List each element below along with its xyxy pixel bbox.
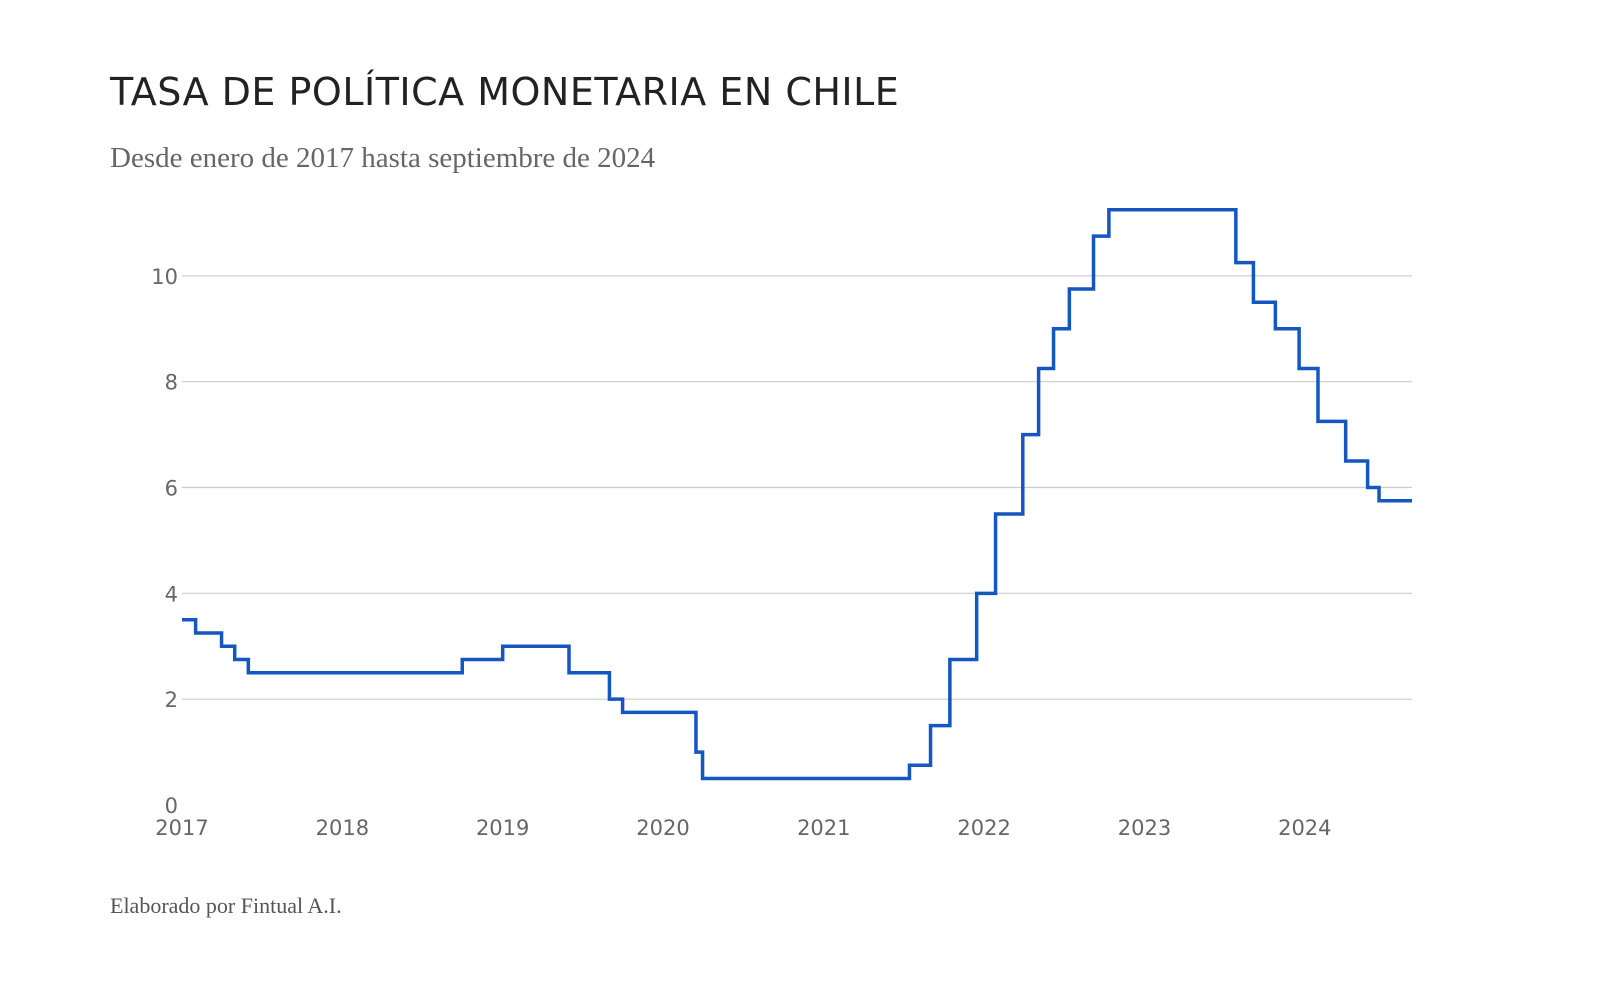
chart-credit: Elaborado por Fintual A.I.: [110, 893, 342, 918]
x-tick-label: 2020: [636, 816, 689, 840]
x-tick-label: 2021: [797, 816, 850, 840]
y-axis-ticks: 0 2 4 6 8 10: [151, 265, 178, 818]
x-tick-label: 2022: [957, 816, 1010, 840]
y-tick-label: 8: [165, 371, 178, 395]
x-tick-label: 2017: [155, 816, 208, 840]
y-tick-label: 2: [165, 688, 178, 712]
y-tick-label: 10: [151, 265, 178, 289]
series-line-0: [182, 207, 1412, 781]
chart-title: TASA DE POLÍTICA MONETARIA EN CHILE: [110, 70, 900, 114]
y-tick-label: 4: [165, 582, 178, 606]
gridlines: [182, 275, 1412, 700]
series-layer: [182, 207, 1412, 781]
y-tick-label: 0: [165, 794, 178, 818]
x-tick-label: 2023: [1118, 816, 1171, 840]
x-tick-label: 2019: [476, 816, 529, 840]
y-tick-label: 6: [165, 477, 178, 501]
x-tick-label: 2024: [1278, 816, 1331, 840]
x-tick-label: 2018: [316, 816, 369, 840]
chart-subtitle: Desde enero de 2017 hasta septiembre de …: [110, 142, 656, 174]
x-axis-ticks: 2017 2018 2019 2020 2021 2022 2023 2024: [155, 816, 1331, 840]
